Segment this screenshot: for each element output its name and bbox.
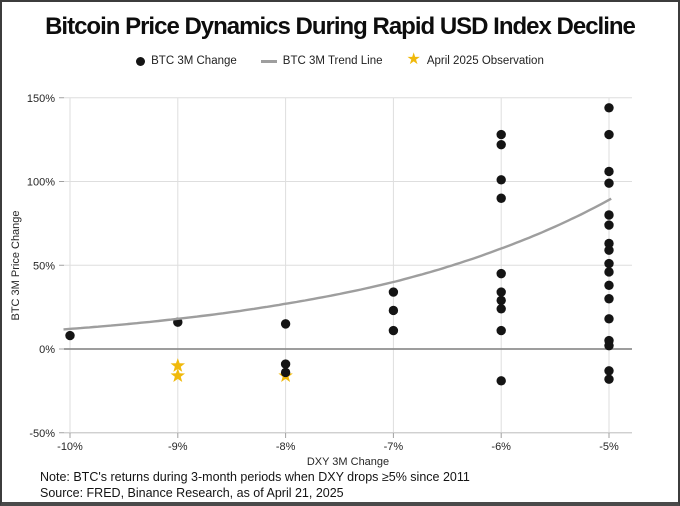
legend: BTC 3M Change BTC 3M Trend Line ★ April … bbox=[2, 51, 678, 68]
data-point bbox=[280, 359, 291, 369]
april-2025-star-marker bbox=[170, 358, 186, 372]
data-point bbox=[604, 314, 614, 324]
legend-label: BTC 3M Trend Line bbox=[282, 55, 383, 67]
data-point bbox=[280, 319, 291, 329]
data-point bbox=[604, 178, 614, 188]
y-tick-label: 150% bbox=[27, 93, 55, 105]
y-axis-title: BTC 3M Price Change bbox=[10, 210, 22, 320]
legend-item-trend-line: BTC 3M Trend Line bbox=[260, 55, 383, 67]
footnote-line-1: Note: BTC's returns during 3-month perio… bbox=[40, 470, 470, 484]
data-point bbox=[604, 129, 614, 140]
x-axis-tick-labels: -10% -9% -8% -7% -6% -5% bbox=[57, 441, 619, 453]
data-point bbox=[496, 193, 506, 203]
april-2025-star-marker bbox=[170, 368, 186, 382]
x-axis-title: DXY 3M Change bbox=[307, 456, 389, 468]
data-point bbox=[604, 103, 614, 113]
data-point bbox=[388, 305, 399, 316]
trend-line bbox=[63, 197, 612, 331]
x-tick-label: -7% bbox=[384, 441, 404, 453]
y-tick-label: 0% bbox=[39, 344, 55, 356]
data-point bbox=[604, 267, 614, 277]
data-point bbox=[604, 280, 614, 291]
data-point bbox=[604, 220, 614, 230]
data-point bbox=[604, 238, 614, 249]
data-point bbox=[388, 325, 399, 336]
data-point bbox=[604, 245, 614, 255]
data-point bbox=[65, 330, 75, 341]
legend-item-btc-change: BTC 3M Change bbox=[136, 55, 237, 67]
legend-label: BTC 3M Change bbox=[151, 55, 237, 67]
tick-marks bbox=[59, 97, 610, 438]
y-axis-tick-labels: 150% 100% 50% 0% -50% bbox=[27, 93, 55, 440]
data-point bbox=[496, 295, 506, 306]
data-point bbox=[604, 166, 614, 177]
x-tick-label: -10% bbox=[57, 441, 83, 453]
axis-titles: DXY 3M Change BTC 3M Price Change bbox=[10, 210, 389, 468]
y-tick-label: 50% bbox=[33, 260, 55, 272]
data-point bbox=[496, 139, 506, 150]
chart-title: Bitcoin Price Dynamics During Rapid USD … bbox=[45, 13, 636, 40]
footnote: Note: BTC's returns during 3-month perio… bbox=[40, 470, 470, 501]
data-point bbox=[604, 374, 614, 384]
april-2025-stars bbox=[170, 358, 293, 382]
trend-line-series bbox=[63, 197, 612, 331]
data-point bbox=[496, 175, 506, 185]
legend-item-april-observation: ★ April 2025 Observation bbox=[406, 51, 544, 68]
data-point bbox=[496, 268, 506, 279]
legend-label: April 2025 Observation bbox=[426, 55, 544, 67]
star-icon: ★ bbox=[406, 51, 421, 68]
data-point bbox=[388, 287, 399, 297]
data-point bbox=[604, 340, 614, 351]
data-point bbox=[496, 129, 506, 140]
data-point bbox=[604, 366, 614, 376]
gridlines bbox=[64, 97, 632, 434]
y-tick-label: 100% bbox=[27, 177, 55, 189]
data-point bbox=[280, 367, 291, 378]
dot-icon bbox=[136, 56, 146, 66]
line-icon bbox=[260, 59, 277, 63]
x-tick-label: -5% bbox=[599, 441, 619, 453]
data-point bbox=[496, 376, 506, 386]
data-point bbox=[496, 304, 506, 314]
y-tick-label: -50% bbox=[29, 428, 55, 440]
x-tick-label: -8% bbox=[276, 441, 296, 453]
scatter-points bbox=[65, 103, 614, 386]
footnote-line-2: Source: FRED, Binance Research, as of Ap… bbox=[40, 485, 344, 500]
x-tick-label: -9% bbox=[168, 441, 188, 453]
data-point bbox=[496, 325, 506, 336]
data-point bbox=[496, 287, 506, 297]
x-tick-label: -6% bbox=[491, 441, 511, 453]
data-point bbox=[604, 210, 614, 220]
data-point bbox=[604, 294, 614, 304]
data-point bbox=[604, 258, 614, 269]
